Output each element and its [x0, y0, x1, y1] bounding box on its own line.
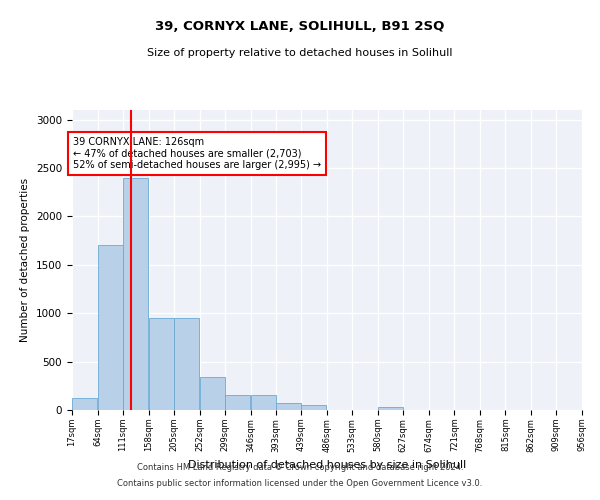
- Text: Contains HM Land Registry data © Crown copyright and database right 2024.: Contains HM Land Registry data © Crown c…: [137, 464, 463, 472]
- Bar: [200, 377, 225, 410]
- Bar: [149, 318, 174, 410]
- Text: 39 CORNYX LANE: 126sqm
← 47% of detached houses are smaller (2,703)
52% of semi-: 39 CORNYX LANE: 126sqm ← 47% of detached…: [73, 137, 321, 170]
- Bar: [378, 407, 403, 410]
- Bar: [251, 396, 276, 410]
- Bar: [301, 405, 326, 410]
- Y-axis label: Number of detached properties: Number of detached properties: [20, 178, 31, 342]
- X-axis label: Distribution of detached houses by size in Solihull: Distribution of detached houses by size …: [188, 460, 466, 470]
- Bar: [72, 398, 97, 410]
- Text: Size of property relative to detached houses in Solihull: Size of property relative to detached ho…: [147, 48, 453, 58]
- Bar: [277, 403, 301, 410]
- Bar: [175, 318, 199, 410]
- Text: Contains public sector information licensed under the Open Government Licence v3: Contains public sector information licen…: [118, 478, 482, 488]
- Bar: [124, 178, 148, 410]
- Bar: [98, 246, 123, 410]
- Bar: [226, 396, 250, 410]
- Text: 39, CORNYX LANE, SOLIHULL, B91 2SQ: 39, CORNYX LANE, SOLIHULL, B91 2SQ: [155, 20, 445, 33]
